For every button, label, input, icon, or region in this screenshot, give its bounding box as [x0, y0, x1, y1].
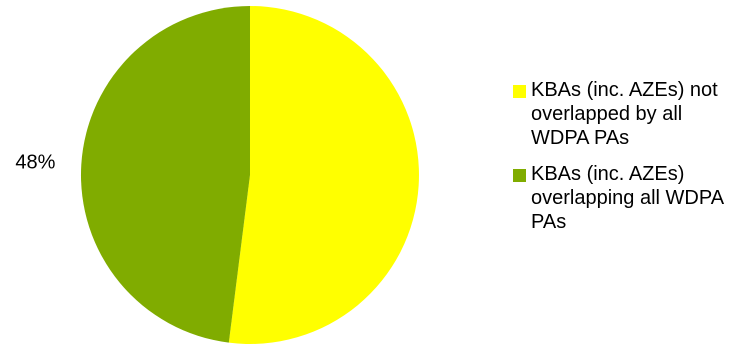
- pie-data-label-overlapping: 48%: [15, 152, 55, 174]
- legend-item-not-overlapped: KBAs (inc. AZEs) not overlapped by all W…: [512, 78, 742, 150]
- pie-slice-overlapping: [80, 6, 251, 343]
- pie-data-labels: 48%: [15, 152, 55, 174]
- legend-swatch-not-overlapped: [513, 85, 526, 98]
- pie-slices: [80, 6, 419, 344]
- legend-label-overlapping: KBAs (inc. AZEs) overlapping all WDPA PA…: [531, 163, 723, 233]
- legend: KBAs (inc. AZEs) not overlapped by all W…: [512, 78, 742, 246]
- legend-item-overlapping: KBAs (inc. AZEs) overlapping all WDPA PA…: [512, 162, 742, 234]
- legend-label-not-overlapped: KBAs (inc. AZEs) not overlapped by all W…: [531, 79, 718, 149]
- legend-swatch-overlapping: [513, 169, 526, 182]
- pie-slice-not-overlapped: [228, 6, 419, 344]
